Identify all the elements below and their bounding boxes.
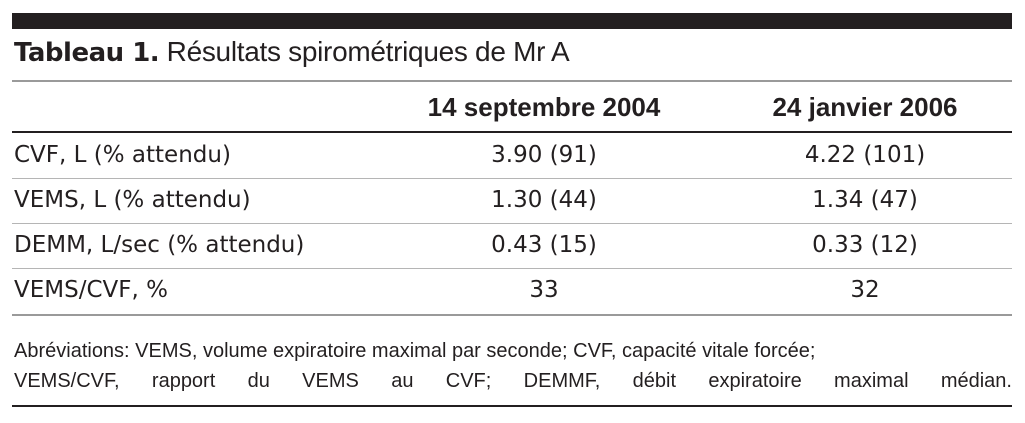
table-row: VEMS, L (% attendu) 1.30 (44) 1.34 (47) (12, 178, 1012, 222)
cell: 32 (850, 277, 880, 303)
cell: 1.34 (47) (812, 187, 918, 213)
divider (12, 314, 1012, 316)
table-header: 14 septembre 2004 24 janvier 2006 (12, 86, 1012, 130)
divider (12, 131, 1012, 133)
row-label: VEMS, L (% attendu) (14, 187, 251, 213)
divider (12, 223, 1012, 224)
cell: 4.22 (101) (804, 142, 926, 168)
table-title: Tableau 1. Résultats spirométriques de M… (14, 36, 570, 68)
table-number: Tableau 1. (14, 38, 160, 68)
row-label: VEMS/CVF, % (14, 277, 168, 303)
column-header: 24 janvier 2006 (772, 92, 958, 122)
footnote-line: Abréviations: VEMS, volume expiratoire m… (14, 340, 816, 362)
cell: 0.43 (15) (491, 232, 597, 258)
top-rule (12, 13, 1012, 29)
table-row: CVF, L (% attendu) 3.90 (91) 4.22 (101) (12, 133, 1012, 177)
cell: 1.30 (44) (491, 187, 597, 213)
divider (12, 268, 1012, 269)
table-row: VEMS/CVF, % 33 32 (12, 268, 1012, 312)
divider (12, 80, 1012, 82)
table-caption: Résultats spirométriques de Mr A (159, 36, 570, 67)
row-label: DEMM, L/sec (% attendu) (14, 232, 305, 258)
table-row: DEMM, L/sec (% attendu) 0.43 (15) 0.33 (… (12, 223, 1012, 267)
footnote-line: VEMS/CVF, rapport du VEMS au CVF; DEMMF,… (14, 370, 1012, 392)
cell: 3.90 (91) (491, 142, 597, 168)
cell: 0.33 (12) (812, 232, 918, 258)
divider (12, 178, 1012, 179)
bottom-rule (12, 405, 1012, 407)
cell: 33 (529, 277, 559, 303)
row-label: CVF, L (% attendu) (14, 142, 231, 168)
column-header: 14 septembre 2004 (427, 92, 661, 122)
